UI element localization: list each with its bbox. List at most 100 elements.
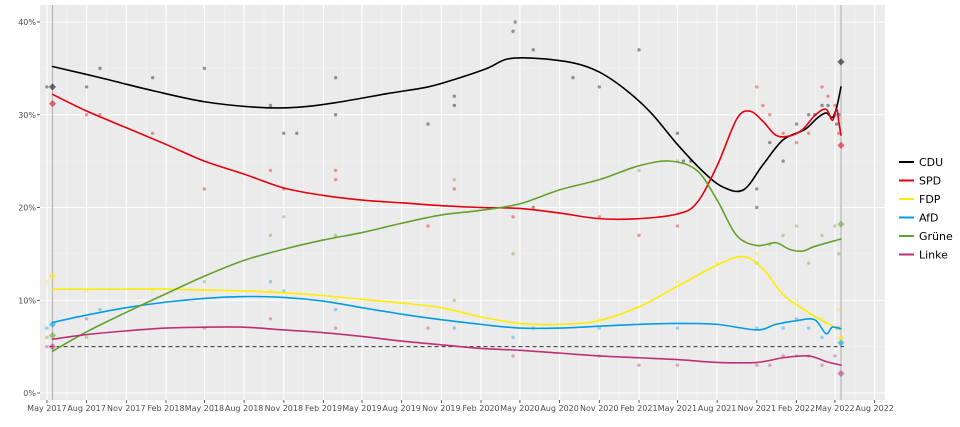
- poll-point-cdu: [755, 187, 759, 191]
- poll-point-afd: [511, 335, 515, 340]
- poll-point-afd: [98, 307, 102, 312]
- x-tick-label: Aug 2022: [855, 404, 894, 413]
- y-axis: 0% 10% 20% 30% 40%: [18, 18, 40, 398]
- minor-gridlines: [40, 5, 885, 400]
- x-tick-label: Aug 2017: [67, 404, 106, 413]
- poll-point-fdp: [426, 307, 430, 312]
- x-tick-label: Aug 2018: [225, 404, 264, 413]
- x-tick-label: Nov 2017: [107, 404, 146, 413]
- poll-point-afd: [268, 280, 273, 284]
- poll-point-cdu: [571, 75, 575, 80]
- poll-point-linke: [820, 363, 824, 367]
- poll-point-linke: [768, 363, 772, 367]
- legend-label-linke: Linke: [919, 249, 948, 262]
- poll-point-grüne: [794, 224, 799, 228]
- result-2017-spd: [48, 100, 57, 108]
- x-tick-label: Feb 2022: [778, 404, 815, 413]
- poll-point-spd: [761, 103, 765, 108]
- x-tick-label: Feb 2019: [305, 404, 342, 413]
- poll-point-cdu: [452, 94, 457, 98]
- poll-point-afd: [452, 326, 457, 330]
- x-tick-label: May 2021: [658, 404, 697, 413]
- poll-point-cdu: [282, 131, 286, 135]
- poll-point-linke: [675, 363, 680, 367]
- election-result-markers: [48, 58, 845, 378]
- poll-point-cdu: [826, 103, 830, 108]
- poll-point-grüne: [781, 233, 785, 238]
- poll-point-linke: [84, 317, 89, 321]
- y-tick-label: 40%: [18, 18, 36, 27]
- poll-point-cdu: [84, 85, 89, 89]
- poll-point-cdu: [531, 48, 535, 52]
- poll-point-cdu: [45, 85, 49, 89]
- poll-point-spd: [794, 140, 799, 145]
- x-tick-label: Nov 2019: [422, 404, 461, 413]
- result-2022-afd: [837, 339, 845, 347]
- poll-point-spd: [150, 131, 155, 135]
- poll-point-linke: [426, 326, 430, 330]
- trend-line-fdp: [51, 255, 842, 331]
- poll-point-spd: [84, 113, 89, 117]
- x-tick-label: May 2017: [27, 404, 66, 413]
- poll-point-grüne: [531, 205, 535, 210]
- result-2022-cdu: [837, 58, 845, 66]
- trend-line-cdu: [51, 56, 842, 193]
- poll-point-linke: [45, 344, 49, 349]
- poll-point-grüne: [202, 280, 207, 284]
- poll-point-spd: [781, 131, 785, 135]
- x-tick-label: Feb 2018: [147, 404, 184, 413]
- x-tick-label: Aug 2020: [540, 404, 579, 413]
- result-2017-grüne: [48, 331, 57, 340]
- x-tick-label: Nov 2018: [265, 404, 304, 413]
- poll-point-spd: [837, 131, 841, 135]
- poll-point-cdu: [681, 159, 686, 163]
- poll-point-cdu: [98, 66, 102, 71]
- x-tick-label: May 2020: [500, 404, 539, 413]
- poll-point-fdp: [755, 252, 759, 256]
- poll-point-grüne: [268, 233, 273, 238]
- poll-point-cdu: [820, 103, 824, 108]
- poll-point-spd: [202, 187, 207, 191]
- poll-point-fdp: [837, 307, 841, 312]
- poll-point-grüne: [806, 261, 811, 265]
- x-tick-label: May 2018: [185, 404, 224, 413]
- x-tick-label: May 2022: [815, 404, 854, 413]
- poll-point-cdu: [295, 131, 299, 135]
- poll-point-spd: [452, 187, 457, 191]
- x-tick-label: Nov 2020: [580, 404, 619, 413]
- result-2022-spd: [837, 141, 845, 149]
- poll-point-afd: [806, 326, 811, 330]
- poll-point-afd: [755, 326, 759, 330]
- poll-point-afd: [794, 317, 799, 321]
- poll-point-afd: [781, 326, 785, 330]
- poll-point-afd: [675, 326, 680, 330]
- poll-point-afd: [282, 289, 286, 293]
- poll-point-linke: [833, 354, 837, 358]
- legend-label-afd: AfD: [919, 212, 938, 225]
- poll-point-fdp: [333, 298, 338, 302]
- result-2017-afd: [48, 320, 57, 328]
- legend-label-spd: SPD: [919, 175, 941, 188]
- poll-point-spd: [333, 168, 338, 173]
- trend-line-grüne: [51, 160, 842, 353]
- poll-point-cdu: [511, 29, 515, 33]
- poll-point-cdu: [675, 131, 680, 135]
- poll-point-spd: [426, 224, 430, 228]
- poll-point-spd: [268, 168, 273, 173]
- y-tick-label: 0%: [23, 389, 36, 398]
- poll-point-spd: [675, 224, 680, 228]
- poll-point-spd: [820, 85, 824, 89]
- poll-point-grüne: [820, 233, 824, 238]
- x-tick-label: Feb 2020: [463, 404, 500, 413]
- poll-point-spd: [826, 94, 830, 98]
- poll-point-linke: [268, 317, 273, 321]
- poll-point-fdp: [84, 289, 89, 293]
- x-axis: May 2017 Aug 2017 Nov 2017 Feb 2018 May 2018…: [27, 400, 894, 413]
- poll-point-grüne: [833, 224, 837, 228]
- poll-point-spd: [333, 177, 338, 182]
- trend-lines: [51, 56, 842, 366]
- poll-point-spd: [806, 131, 811, 135]
- poll-point-grüne: [452, 298, 457, 302]
- legend-label-grüne: Grüne: [919, 230, 953, 243]
